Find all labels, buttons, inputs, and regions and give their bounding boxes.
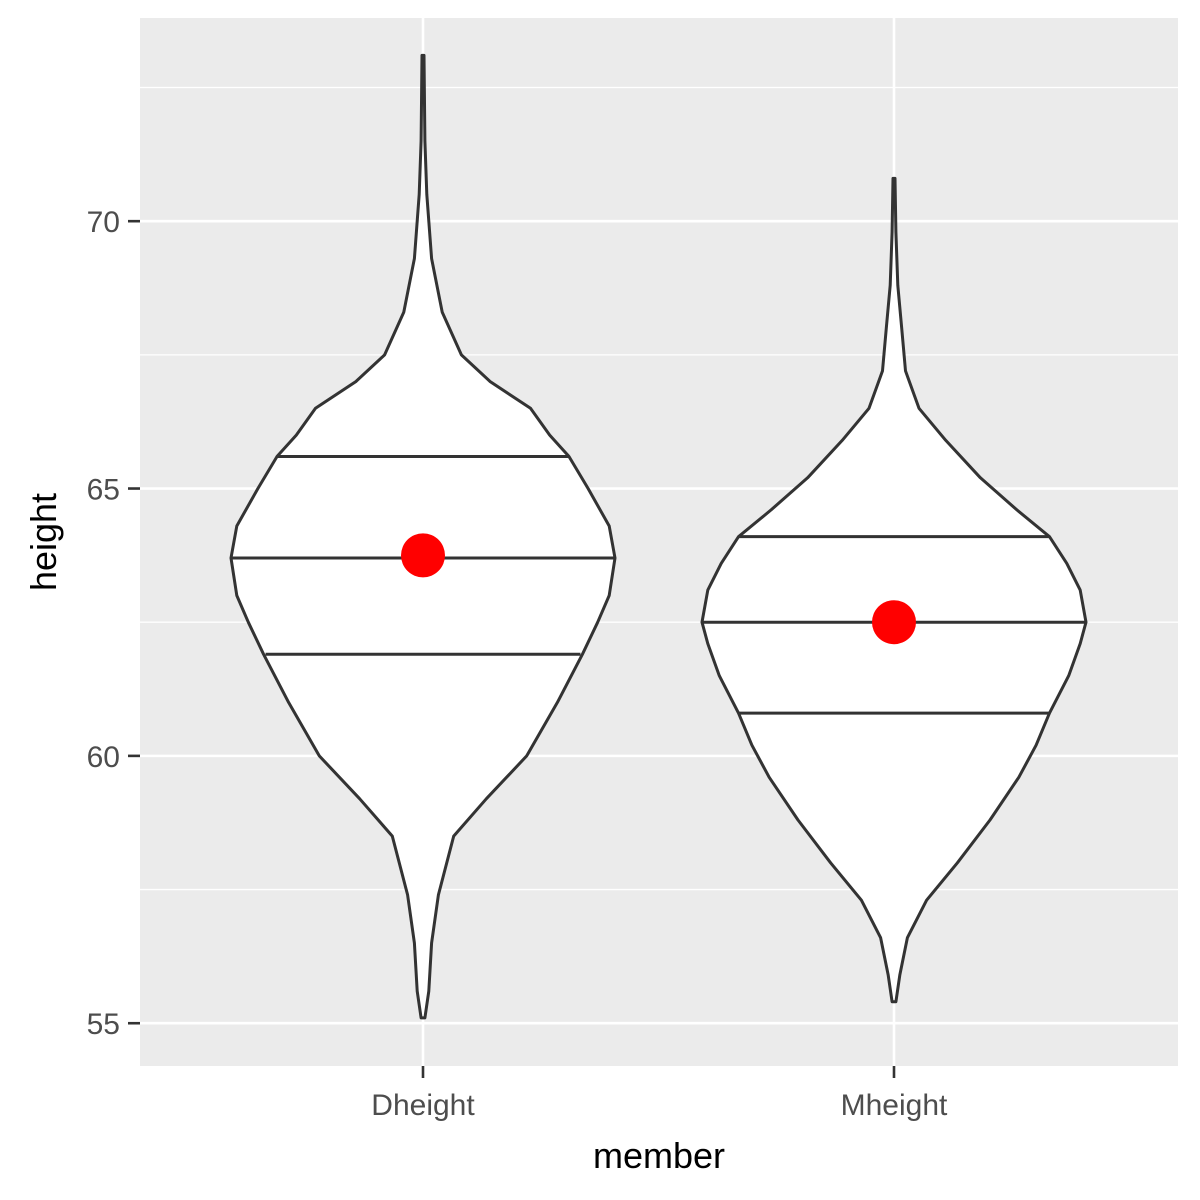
violins [229, 53, 1088, 1020]
y-tick-label: 70 [87, 206, 120, 239]
axes: 55 60 65 70 Dheight Mheight [87, 206, 948, 1122]
y-tick-label: 60 [87, 741, 120, 774]
x-tick-label: Mheight [841, 1089, 948, 1122]
violin-Dheight [229, 53, 617, 1020]
x-axis-title: member [593, 1135, 725, 1176]
y-tick-label: 55 [87, 1008, 120, 1041]
y-axis-title: height [23, 493, 64, 591]
x-tick-label: Dheight [371, 1089, 475, 1122]
mean-point [401, 533, 445, 578]
y-tick-label: 65 [87, 474, 120, 507]
violin-Mheight [700, 176, 1088, 1004]
mean-point [872, 600, 916, 645]
